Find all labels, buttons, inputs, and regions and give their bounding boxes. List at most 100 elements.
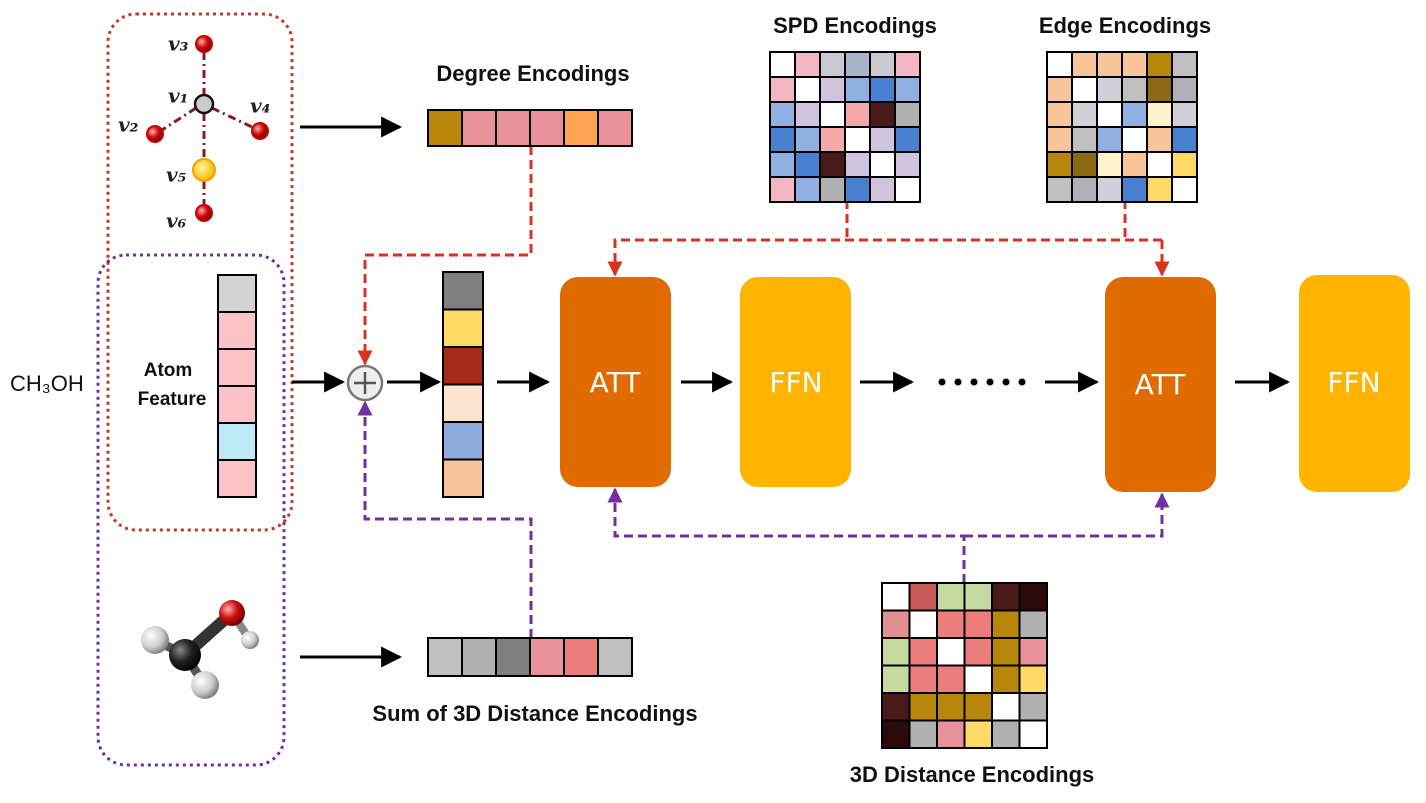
edge-cell bbox=[1096, 76, 1123, 103]
spd-cell bbox=[769, 51, 796, 78]
edge-cell bbox=[1171, 176, 1198, 203]
edge-cell bbox=[1046, 151, 1073, 178]
spd-cell bbox=[769, 126, 796, 153]
distance-cell bbox=[1018, 637, 1048, 667]
node bbox=[195, 35, 213, 53]
distance-cell bbox=[963, 664, 993, 694]
distance-cell bbox=[936, 637, 966, 667]
distance-cell bbox=[908, 582, 938, 612]
distance-cell bbox=[936, 609, 966, 639]
ellipsis bbox=[938, 378, 1026, 386]
node-feature-cell bbox=[442, 346, 484, 386]
node-label: v₃ bbox=[168, 32, 189, 56]
spd-cell bbox=[894, 51, 921, 78]
node-label: v₂ bbox=[118, 113, 139, 137]
edge-cell bbox=[1146, 76, 1173, 103]
molecule-3d bbox=[141, 600, 259, 699]
geometry-box bbox=[96, 253, 286, 767]
edge-cell bbox=[1121, 51, 1148, 78]
spd-cell bbox=[894, 76, 921, 103]
edge-cell bbox=[1046, 126, 1073, 153]
distance-cell bbox=[963, 719, 993, 749]
spd-cell bbox=[869, 76, 896, 103]
edge-cell bbox=[1146, 151, 1173, 178]
distance-cell bbox=[908, 609, 938, 639]
node-label: v₅ bbox=[166, 163, 187, 187]
node-feature-cell bbox=[442, 271, 484, 311]
edge-cell bbox=[1096, 51, 1123, 78]
edge-cell bbox=[1121, 126, 1148, 153]
degree-cell bbox=[461, 109, 497, 147]
spd-cell bbox=[769, 176, 796, 203]
distance-cell bbox=[991, 582, 1021, 612]
edge-cell bbox=[1146, 51, 1173, 78]
arrows bbox=[292, 116, 1291, 668]
node-feature-cell bbox=[442, 458, 484, 498]
edge-cell bbox=[1071, 51, 1098, 78]
distance-cell bbox=[1018, 582, 1048, 612]
edge-cell bbox=[1096, 126, 1123, 153]
spd-cell bbox=[819, 126, 846, 153]
edge-cell bbox=[1171, 151, 1198, 178]
distance-cell bbox=[991, 609, 1021, 639]
edge-cell bbox=[1096, 176, 1123, 203]
block-label: FFN bbox=[1327, 366, 1380, 399]
molecule-label: CH₃OH bbox=[10, 371, 84, 396]
node bbox=[195, 204, 213, 222]
distance-cell bbox=[1018, 719, 1048, 749]
distance-cell bbox=[881, 609, 911, 639]
spd-cell bbox=[844, 151, 871, 178]
edge-label: Edge Encodings bbox=[1039, 13, 1211, 38]
edge-cell bbox=[1096, 151, 1123, 178]
graph-box bbox=[106, 12, 294, 532]
distance-cell bbox=[881, 719, 911, 749]
distance-cell bbox=[991, 692, 1021, 722]
ffn-block bbox=[1299, 275, 1410, 492]
degree-cell bbox=[597, 109, 633, 147]
distance-cell bbox=[963, 582, 993, 612]
purple-connectors bbox=[357, 400, 1170, 638]
atom-feature-cell bbox=[217, 311, 257, 350]
spd-cell bbox=[794, 176, 821, 203]
spd-cell bbox=[894, 126, 921, 153]
edge-cell bbox=[1146, 126, 1173, 153]
spd-cell bbox=[769, 101, 796, 128]
distance-cell bbox=[908, 692, 938, 722]
distance-cell bbox=[963, 609, 993, 639]
distance-cell bbox=[963, 637, 993, 667]
sum-distance-cell bbox=[563, 637, 599, 677]
spd-cell bbox=[819, 101, 846, 128]
degree-cell bbox=[427, 109, 463, 147]
edge-cell bbox=[1171, 76, 1198, 103]
edge-cell bbox=[1121, 176, 1148, 203]
distance-cell bbox=[1018, 609, 1048, 639]
distance-cell bbox=[1018, 692, 1048, 722]
degree-label: Degree Encodings bbox=[436, 61, 629, 86]
spd-cell bbox=[769, 76, 796, 103]
sum-distance-cell bbox=[495, 637, 531, 677]
distance-cell bbox=[881, 582, 911, 612]
spd-cell bbox=[819, 76, 846, 103]
edge-cell bbox=[1046, 176, 1073, 203]
spd-cell bbox=[819, 51, 846, 78]
atom-feature-cell bbox=[217, 348, 257, 387]
distance-cell bbox=[936, 664, 966, 694]
distance-cell bbox=[936, 582, 966, 612]
att-block bbox=[560, 277, 671, 487]
spd-cell bbox=[869, 51, 896, 78]
distance-cell bbox=[1018, 664, 1048, 694]
edge-cell bbox=[1071, 76, 1098, 103]
node-feature-cell bbox=[442, 383, 484, 423]
att-block bbox=[1105, 277, 1216, 492]
distance-cell bbox=[908, 719, 938, 749]
spd-cell bbox=[869, 101, 896, 128]
degree-cell bbox=[529, 109, 565, 147]
block-label: FFN bbox=[769, 366, 822, 399]
node bbox=[192, 158, 216, 182]
atom-feature-cell bbox=[217, 385, 257, 424]
node-label: v₆ bbox=[166, 209, 187, 233]
spd-cell bbox=[869, 176, 896, 203]
node bbox=[251, 122, 269, 140]
sum-distance-cell bbox=[461, 637, 497, 677]
spd-cell bbox=[894, 176, 921, 203]
